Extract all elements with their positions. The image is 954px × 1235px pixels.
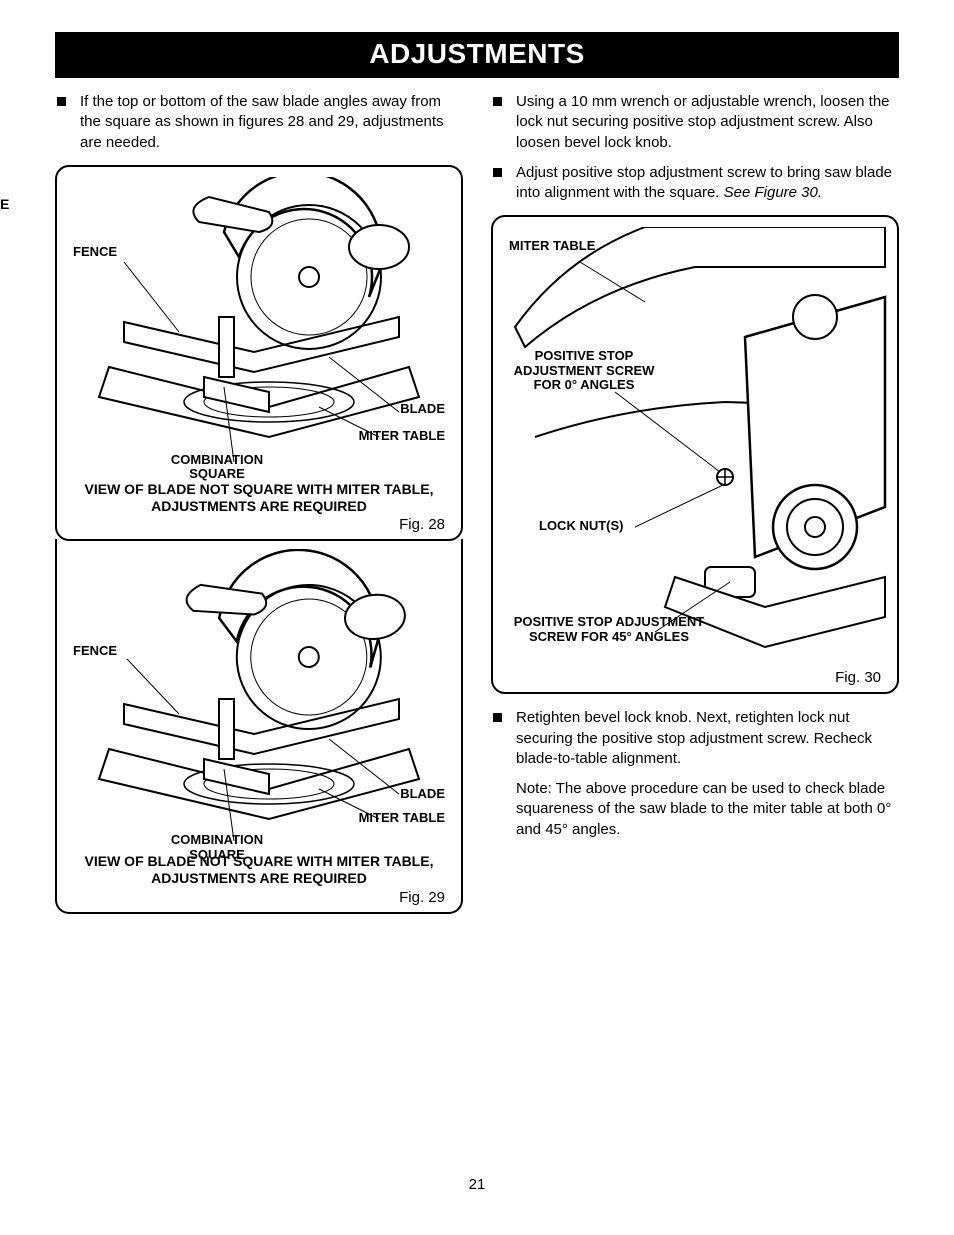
left-bullet-1: If the top or bottom of the saw blade an… xyxy=(55,92,463,153)
figure-28-diagram: FENCE BLADE MITER TABLE COMBINATION SQUA… xyxy=(67,177,451,477)
right-note: Note: The above procedure can be used to… xyxy=(516,779,899,840)
fig30-label-miter-table: MITER TABLE xyxy=(509,239,595,253)
two-column-layout: If the top or bottom of the saw blade an… xyxy=(55,92,899,914)
right-bullet-3: Retighten bevel lock knob. Next, retight… xyxy=(491,708,899,769)
figure-29-box: FENCE BLADE MITER TABLE COMBINATION SQUA… xyxy=(55,539,463,914)
figure-29-diagram: FENCE BLADE MITER TABLE COMBINATION SQUA… xyxy=(67,549,451,849)
bullet-icon xyxy=(493,97,502,106)
page-content: ADJUSTMENTS If the top or bottom of the … xyxy=(0,0,954,914)
bullet-text: If the top or bottom of the saw blade an… xyxy=(80,92,463,153)
edge-letter: E xyxy=(0,196,9,212)
right-bullet-1: Using a 10 mm wrench or adjustable wrenc… xyxy=(491,92,899,153)
figure-30-box: MITER TABLE POSITIVE STOP ADJUSTMENT SCR… xyxy=(491,215,899,694)
fig29-label-blade: BLADE xyxy=(400,787,445,801)
section-header: ADJUSTMENTS xyxy=(55,32,899,78)
bullet-icon xyxy=(57,97,66,106)
fig30-caption: Fig. 30 xyxy=(503,667,887,688)
fig29-label-fence: FENCE xyxy=(73,644,117,658)
bullet-text: Adjust positive stop adjustment screw to… xyxy=(516,163,899,204)
fig29-label-miter-table: MITER TABLE xyxy=(359,811,445,825)
bullet2-see-figure: See Figure 30. xyxy=(724,184,822,201)
right-column: Using a 10 mm wrench or adjustable wrenc… xyxy=(491,92,899,914)
note-text: The above procedure can be used to check… xyxy=(516,780,891,838)
bullet-icon xyxy=(493,168,502,177)
bullet-icon xyxy=(493,713,502,722)
figure-28-box: FENCE BLADE MITER TABLE COMBINATION SQUA… xyxy=(55,165,463,542)
note-label: Note: xyxy=(516,780,552,797)
fig28-label-blade: BLADE xyxy=(400,402,445,416)
fig29-caption: Fig. 29 xyxy=(67,887,451,908)
fig30-label-pos-stop-0: POSITIVE STOP ADJUSTMENT SCREW FOR 0° AN… xyxy=(509,349,659,392)
fig28-title: VIEW OF BLADE NOT SQUARE WITH MITER TABL… xyxy=(67,481,451,515)
fig28-label-miter-table: MITER TABLE xyxy=(359,429,445,443)
fig29-label-combo-square: COMBINATION SQUARE xyxy=(157,833,277,862)
fig28-label-combo-square: COMBINATION SQUARE xyxy=(157,453,277,482)
fig28-label-fence: FENCE xyxy=(73,245,117,259)
bullet-text: Using a 10 mm wrench or adjustable wrenc… xyxy=(516,92,899,153)
fig30-label-pos-stop-45: POSITIVE STOP ADJUSTMENT SCREW FOR 45° A… xyxy=(509,615,709,644)
fig28-caption: Fig. 28 xyxy=(67,514,451,535)
bullet-text: Retighten bevel lock knob. Next, retight… xyxy=(516,708,899,769)
left-column: If the top or bottom of the saw blade an… xyxy=(55,92,463,914)
bullet2-main: Adjust positive stop adjustment screw to… xyxy=(516,164,892,201)
fig30-label-lock-nuts: LOCK NUT(S) xyxy=(539,519,624,533)
right-bullet-2: Adjust positive stop adjustment screw to… xyxy=(491,163,899,204)
figure-30-diagram: MITER TABLE POSITIVE STOP ADJUSTMENT SCR… xyxy=(503,227,887,667)
page-number: 21 xyxy=(0,1176,954,1193)
